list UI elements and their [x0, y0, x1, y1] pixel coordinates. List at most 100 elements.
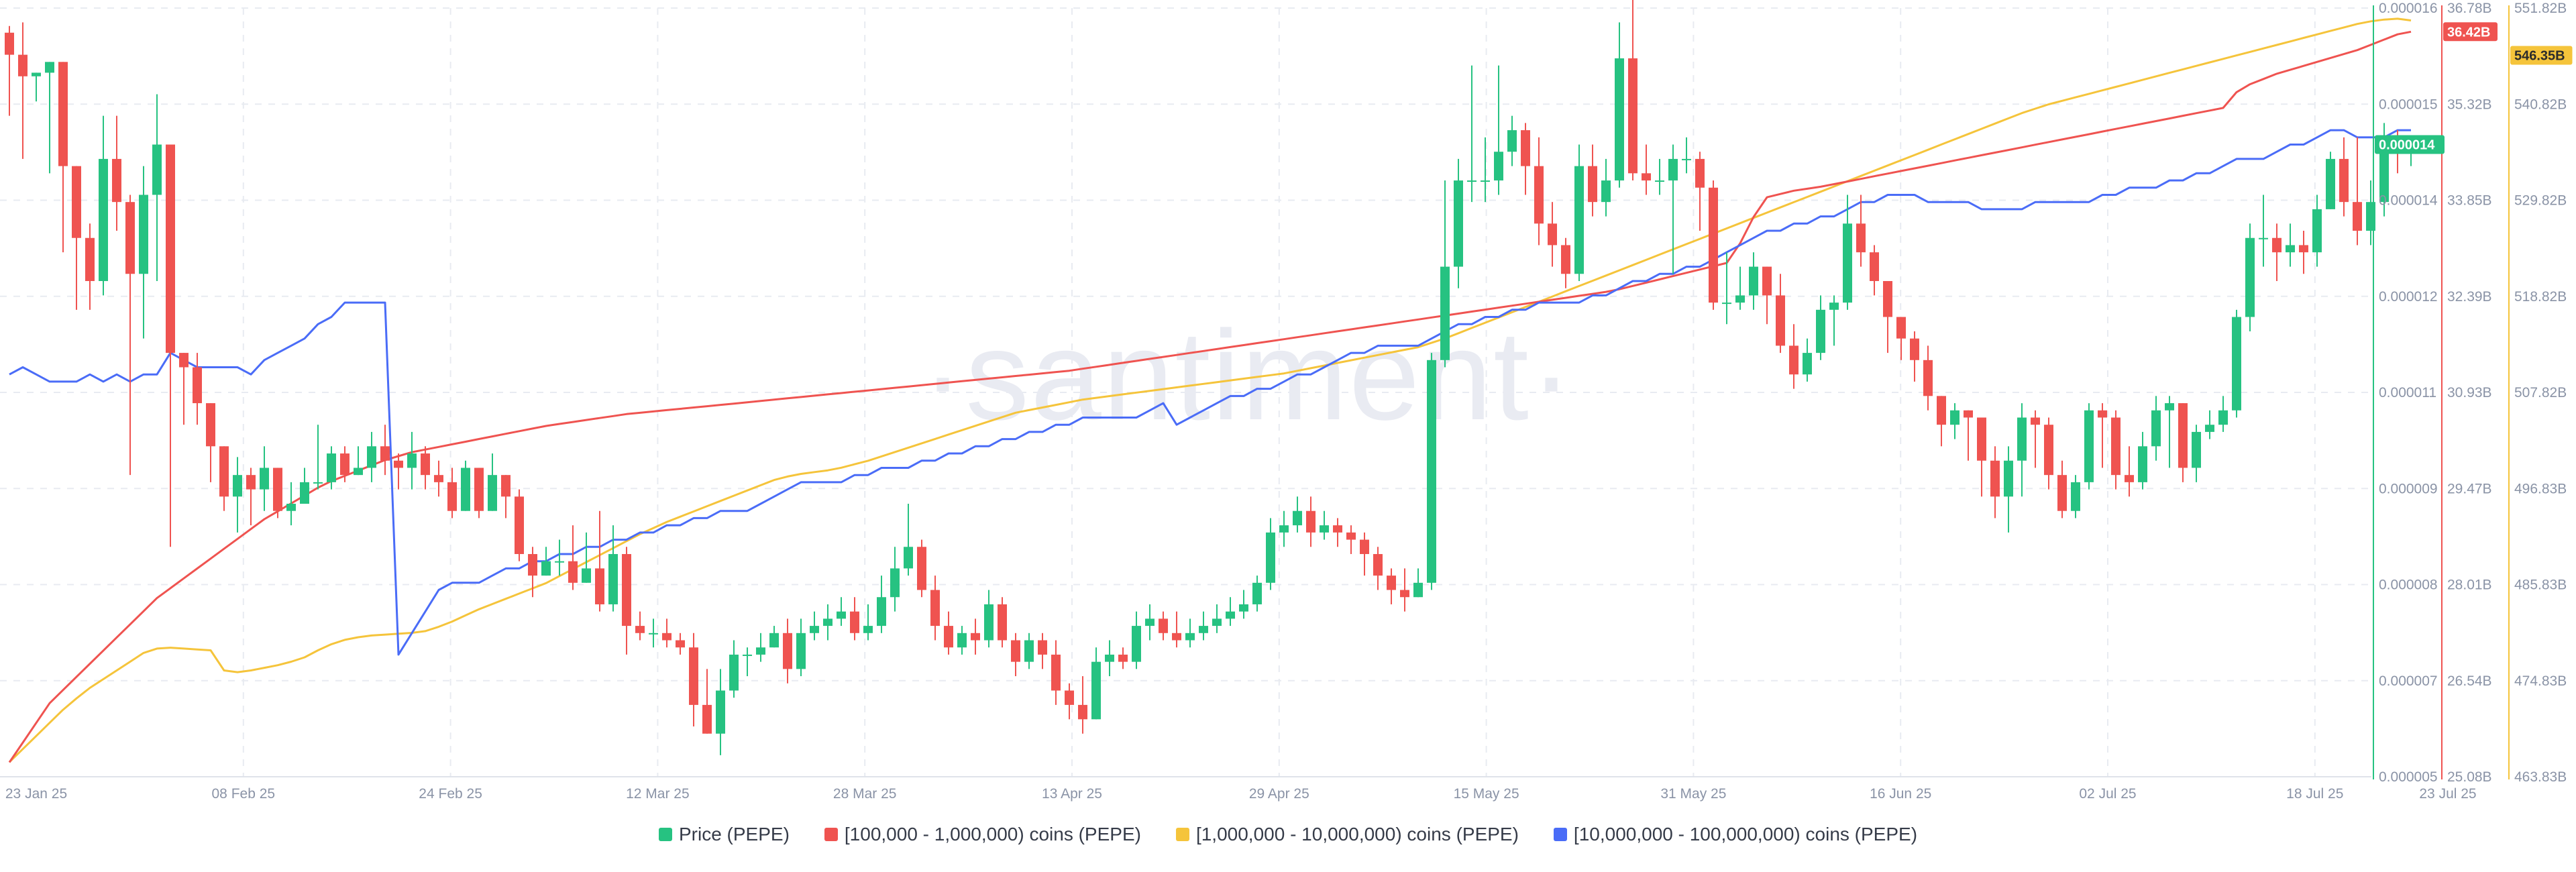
candle-body — [1521, 130, 1530, 166]
price-candle — [1561, 237, 1570, 288]
price-candle — [783, 618, 792, 684]
legend-label: [1,000,000 - 10,000,000) coins (PEPE) — [1195, 824, 1519, 844]
candle-body — [1467, 180, 1477, 182]
candle-body — [957, 633, 967, 648]
price-candle — [608, 525, 618, 612]
candle-body — [1964, 410, 1973, 418]
candle-body — [300, 482, 309, 504]
price-candle — [850, 597, 859, 641]
price-candle — [1333, 518, 1342, 547]
price-candle — [2245, 223, 2255, 331]
price-candle — [689, 633, 698, 727]
candle-body — [622, 553, 631, 626]
price-candle — [984, 590, 994, 648]
candle-body — [2017, 417, 2027, 461]
candle-body — [1749, 266, 1758, 296]
price-candle — [917, 539, 926, 598]
price-candle — [1588, 144, 1597, 217]
price-candle — [85, 223, 95, 310]
tier-1m-tick-label: 507.82B — [2514, 385, 2567, 400]
candle-body — [1226, 611, 1235, 619]
price-candle — [367, 431, 376, 482]
legend-item[interactable]: [1,000,000 - 10,000,000) coins (PEPE) — [1175, 824, 1519, 845]
candle-body — [971, 633, 980, 641]
price-badge: 0.000014 — [2375, 135, 2445, 154]
candle-body — [1333, 525, 1342, 533]
candle-body — [1896, 317, 1906, 339]
candle-body — [1320, 525, 1329, 533]
price-badge-text: 0.000014 — [2379, 138, 2435, 152]
price-candle — [474, 468, 484, 519]
candle-body — [1011, 640, 1020, 662]
price-candle — [1185, 618, 1195, 648]
candle-body — [1534, 166, 1544, 224]
price-candle — [2312, 195, 2322, 267]
tier-1m-tick-label: 518.82B — [2514, 289, 2567, 305]
watermark: ·santiment· — [922, 305, 1574, 447]
candle-body — [1695, 158, 1705, 188]
tier-1m-tick-label: 474.83B — [2514, 673, 2567, 689]
price-candle — [1789, 324, 1799, 389]
price-candle — [1279, 510, 1289, 547]
price-candle — [2339, 137, 2349, 217]
legend-item[interactable]: Price (PEPE) — [658, 824, 790, 845]
price-candle — [2138, 431, 2147, 490]
candle-body — [474, 468, 484, 511]
price-candle — [2232, 309, 2241, 418]
price-candle — [1373, 547, 1383, 590]
candle-body — [729, 654, 739, 691]
tier-1m-badge: 546.35B — [2510, 46, 2573, 65]
price-candle — [179, 353, 189, 425]
price-candle — [837, 597, 846, 626]
candle-body — [1923, 360, 1933, 396]
legend-label: [10,000,000 - 100,000,000) coins (PEPE) — [1573, 824, 1918, 844]
candle-body — [340, 453, 350, 476]
price-candle — [1548, 202, 1557, 267]
price-candle — [166, 144, 175, 547]
price-candle — [2004, 446, 2013, 533]
candle-body — [2057, 475, 2067, 511]
price-candle — [1816, 295, 1825, 360]
price-candle — [394, 453, 403, 490]
candle-body — [1628, 58, 1638, 174]
price-candle — [112, 115, 121, 231]
candle-body — [1038, 640, 1047, 655]
candle-body — [166, 144, 175, 353]
price-candle — [729, 640, 739, 698]
price-candle — [1346, 525, 1356, 554]
candle-body — [434, 475, 443, 482]
candle-body — [1172, 633, 1181, 641]
candle-body — [1051, 654, 1061, 691]
price-candle — [139, 166, 148, 339]
candle-body — [904, 547, 913, 569]
candle-body — [528, 553, 537, 576]
price-candle — [756, 633, 765, 662]
candle-body — [380, 446, 390, 461]
candle-body — [1990, 460, 2000, 497]
legend-item[interactable]: [10,000,000 - 100,000,000) coins (PEPE) — [1553, 824, 1918, 845]
candle-body — [863, 626, 873, 633]
candle-body — [32, 72, 41, 76]
price-tick-label: 0.000008 — [2379, 578, 2438, 593]
tier-100k-tick-label: 32.39B — [2447, 289, 2492, 305]
candle-body — [568, 561, 578, 583]
price-candle — [1601, 158, 1611, 217]
price-candle — [2205, 410, 2214, 439]
legend-item[interactable]: [100,000 - 1,000,000) coins (PEPE) — [824, 824, 1141, 845]
candle-body — [1789, 345, 1799, 375]
price-candle — [1964, 410, 1973, 461]
candle-body — [783, 633, 792, 669]
price-candle — [1507, 115, 1517, 166]
candle-body — [125, 202, 135, 274]
series-layer — [8, 17, 2412, 763]
price-candle — [260, 446, 269, 511]
x-tick-label: 12 Mar 25 — [626, 786, 690, 802]
candle-body — [273, 468, 282, 511]
candle-body — [676, 640, 685, 648]
candle-body — [1427, 360, 1436, 583]
price-candle — [555, 539, 564, 576]
price-candle — [434, 460, 443, 497]
tier-100k-tick-label: 26.54B — [2447, 673, 2492, 689]
tier-1m-badge-bg — [2510, 46, 2573, 65]
price-candle — [1856, 195, 1866, 267]
